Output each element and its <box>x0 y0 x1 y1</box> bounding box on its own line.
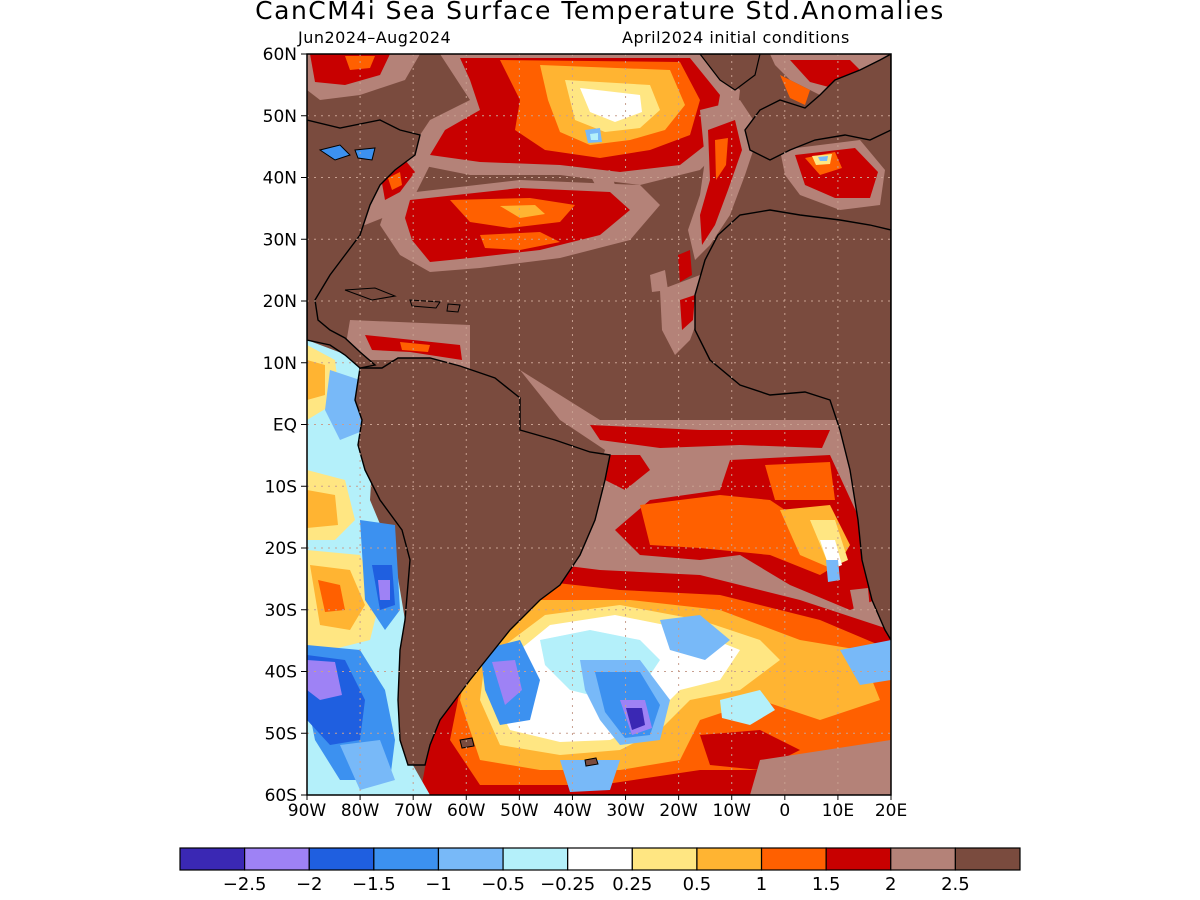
lat-tick-label: 60S <box>265 786 297 806</box>
lon-tick-label: 80W <box>341 801 380 821</box>
lat-tick-label: 50S <box>265 724 297 744</box>
colorbar-swatch <box>244 847 310 871</box>
colorbar-label: 0.5 <box>683 874 712 895</box>
south-america-land <box>354 357 611 766</box>
latitude-axis: 60N 50N 40N 30N 20N 10N EQ 10S 20S 30S 40S 50S 60S <box>263 45 307 806</box>
grid-lines <box>307 54 891 795</box>
east-pacific-anomalies <box>307 340 430 795</box>
north-america-land <box>307 119 421 369</box>
colorbar-swatch <box>696 847 763 871</box>
north-atlantic-anomalies <box>307 54 891 355</box>
lon-tick-label: 20W <box>659 801 698 821</box>
lat-tick-label: 20N <box>263 292 297 312</box>
lat-tick-label: 10S <box>265 477 297 497</box>
colorbar-swatch <box>308 847 375 871</box>
initial-conditions: April2024 initial conditions <box>622 28 850 47</box>
lon-tick-label: 10W <box>713 801 752 821</box>
colorbar-label: 2 <box>885 874 896 895</box>
lat-tick-label: 20S <box>265 539 297 559</box>
colorbar-label: −2 <box>296 874 323 895</box>
colorbar-swatch <box>567 847 633 871</box>
caribbean-anomalies <box>345 320 470 370</box>
europe-land <box>744 54 891 161</box>
lon-tick-label: 20E <box>875 801 907 821</box>
lat-tick-label: 10N <box>263 354 297 374</box>
colorbar-label: −0.5 <box>481 874 525 895</box>
colorbar-label: 1.5 <box>812 874 841 895</box>
great-lakes <box>318 144 376 161</box>
lat-tick-label: 60N <box>263 45 297 65</box>
lon-tick-label: 50W <box>500 801 539 821</box>
colorbar-swatch <box>954 847 1021 871</box>
lat-tick-label: EQ <box>273 416 297 436</box>
colorbar-label: 1 <box>756 874 767 895</box>
lat-tick-label: 40N <box>263 169 297 189</box>
lon-tick-label: 0 <box>779 801 790 821</box>
map-title: CanCM4i Sea Surface Temperature Std.Anom… <box>255 0 945 25</box>
colorbar-label: −0.25 <box>540 874 595 895</box>
colorbar-swatch <box>502 847 569 871</box>
colorbar-swatch <box>437 847 504 871</box>
falkland-islands <box>459 737 475 749</box>
south-georgia <box>584 757 599 767</box>
lon-tick-label: 60W <box>447 801 486 821</box>
caribbean-islands <box>344 287 461 313</box>
colorbar-swatch <box>760 847 827 871</box>
lat-tick-label: 30S <box>265 601 297 621</box>
africa-land <box>694 209 891 642</box>
colorbar-swatch <box>825 847 892 871</box>
colorbar-swatch <box>890 847 956 871</box>
colorbar-swatch <box>631 847 698 871</box>
lat-tick-label: 40S <box>265 663 297 683</box>
colorbar-label: −1 <box>425 874 452 895</box>
colorbar: −2.5 −2 −1.5 −1 −0.5 −0.25 0.25 0.5 1 1.5 2 2.5 <box>179 847 1021 895</box>
colorbar-label: 0.25 <box>612 874 652 895</box>
lat-tick-label: 30N <box>263 230 297 250</box>
lat-tick-label: 50N <box>263 107 297 127</box>
forecast-period: Jun2024–Aug2024 <box>298 28 452 47</box>
southern-ocean-anomalies <box>420 560 891 795</box>
colorbar-label: −2.5 <box>223 874 267 895</box>
greenland-land <box>699 54 761 91</box>
lon-tick-label: 10E <box>822 801 854 821</box>
longitude-axis: 90W 80W 70W 60W 50W 40W 30W 20W 10W 0 10E 20E <box>288 795 907 821</box>
lon-tick-label: 40W <box>553 801 592 821</box>
colorbar-label: −1.5 <box>352 874 396 895</box>
colorbar-swatch <box>179 847 246 871</box>
lon-tick-label: 30W <box>606 801 645 821</box>
colorbar-label: 2.5 <box>941 874 970 895</box>
lon-tick-label: 70W <box>394 801 433 821</box>
colorbar-swatch <box>373 847 440 871</box>
lon-tick-label: 90W <box>288 801 327 821</box>
